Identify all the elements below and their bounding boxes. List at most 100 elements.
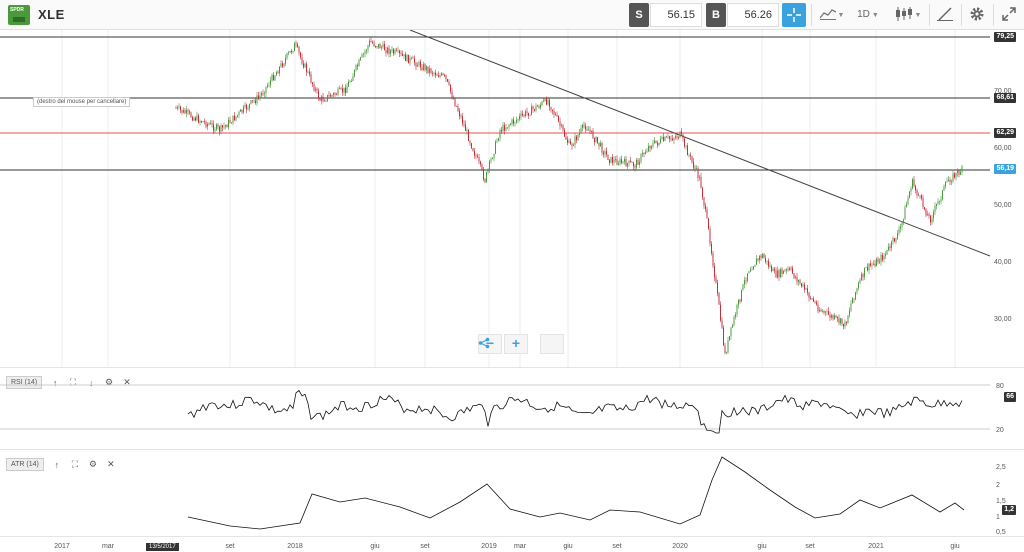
candle-body: [666, 136, 667, 138]
candle-body: [303, 63, 304, 68]
candle-body: [588, 129, 589, 131]
rsi-panel[interactable]: RSI (14) ↑ ⛶ ↓ ⚙ ✕ 80 20 66: [0, 367, 1024, 449]
close-icon[interactable]: ✕: [107, 459, 115, 469]
candle-body: [181, 109, 183, 113]
candle-body: [945, 182, 946, 187]
candle-body: [754, 264, 756, 267]
candle-body: [444, 74, 445, 76]
candle-body: [450, 84, 451, 92]
price-chart[interactable]: 70,00 60,00 50,00 40,00 30,00 (destro del mo…: [0, 30, 1024, 367]
candle-body: [742, 284, 744, 290]
gear-icon[interactable]: ⚙: [105, 377, 114, 387]
candle-body: [330, 95, 331, 97]
candle-body: [241, 109, 243, 113]
delete-hint-tooltip: (destro del mouse per cancellare): [33, 97, 131, 107]
time-axis: 2017 mar set 2018 giu set 2019 mar giu set 2020 giu…: [0, 536, 1024, 552]
price-chart-svg[interactable]: 70,00 60,00 50,00 40,00 30,00: [0, 30, 1024, 367]
rsi-label[interactable]: RSI (14): [6, 376, 43, 389]
candle-body: [562, 124, 564, 131]
move-up-icon[interactable]: ↑: [52, 377, 58, 388]
fullscreen-button[interactable]: [997, 3, 1021, 27]
symbol-name: XLE: [38, 7, 65, 22]
candle-body: [490, 158, 492, 162]
logo-text: SPDR: [10, 7, 24, 13]
trend-line[interactable]: [409, 30, 991, 257]
time-label: set: [225, 543, 234, 550]
candle-body: [483, 169, 484, 180]
candle-body: [256, 95, 258, 104]
candle-body: [225, 125, 226, 127]
candle-body: [924, 206, 925, 209]
settings-button[interactable]: [965, 3, 989, 27]
candle-body: [760, 255, 762, 258]
candle-body: [213, 124, 214, 131]
chart-type-button[interactable]: ▼: [816, 3, 848, 27]
candle-body: [649, 146, 651, 149]
candle-body: [441, 73, 442, 76]
candle-body: [724, 345, 726, 354]
candle-body: [465, 124, 466, 131]
candle-body: [756, 258, 757, 265]
zoom-out-button[interactable]: −: [478, 334, 502, 354]
candle-body: [745, 280, 747, 282]
candle-body: [363, 53, 364, 55]
price-label: 40,00: [994, 259, 1012, 266]
candle-body: [309, 71, 310, 75]
buy-price[interactable]: 56.26: [727, 3, 779, 27]
close-icon[interactable]: ✕: [123, 377, 131, 387]
time-label: set: [805, 543, 814, 550]
candle-body: [300, 52, 301, 58]
candle-body: [408, 54, 409, 64]
zoom-in-button[interactable]: +: [504, 334, 528, 354]
time-axis-svg: 2017 mar set 2018 giu set 2019 mar giu set 2020 giu…: [54, 543, 960, 550]
time-label: 2017: [54, 543, 70, 550]
candlestick-series: [175, 37, 963, 355]
candle-body: [499, 130, 501, 139]
move-down-icon[interactable]: ↓: [88, 377, 94, 388]
candle-body: [265, 86, 267, 94]
candle-body: [222, 125, 223, 128]
candle-body: [912, 179, 913, 189]
move-up-icon[interactable]: ↑: [54, 459, 60, 470]
gear-icon[interactable]: ⚙: [88, 459, 97, 469]
candle-body: [828, 311, 829, 315]
candle-body: [556, 114, 558, 117]
drawing-tools-button[interactable]: [933, 3, 957, 27]
candle-body: [714, 265, 715, 278]
candle-body: [775, 270, 777, 278]
candle-body: [259, 95, 261, 98]
candle-body: [769, 266, 771, 267]
atr-panel[interactable]: ATR (14) ↑ ⛶ ⚙ ✕ 2,5 2 1,5 1 0,5 1,2: [0, 449, 1024, 536]
candle-body: [732, 325, 733, 328]
atr-line: [187, 456, 965, 530]
rsi-axis-80: 80: [996, 383, 1004, 390]
candle-body: [411, 57, 412, 59]
candle-body: [796, 276, 798, 282]
candle-body: [322, 96, 324, 101]
buy-tag[interactable]: B: [706, 3, 726, 27]
candle-body: [519, 116, 520, 120]
candle-body: [193, 117, 195, 121]
price-label: 70,00: [994, 88, 1012, 95]
share-button[interactable]: [478, 334, 564, 354]
chevron-down-icon: ▼: [837, 12, 845, 19]
timeframe-button[interactable]: 1D ▼: [852, 3, 884, 27]
candle-body: [364, 51, 366, 54]
candle-body: [600, 143, 601, 147]
candle-body: [922, 198, 924, 207]
time-label: 2019: [481, 543, 497, 550]
atr-label[interactable]: ATR (14): [6, 458, 44, 471]
candle-type-button[interactable]: ▼: [890, 3, 926, 27]
candle-body: [547, 99, 549, 105]
candle-body: [685, 145, 687, 147]
candle-body: [360, 57, 361, 60]
maximize-icon[interactable]: ⛶: [69, 377, 77, 387]
maximize-icon[interactable]: ⛶: [71, 459, 79, 469]
candle-body: [370, 41, 372, 43]
crosshair-button[interactable]: [782, 3, 806, 27]
time-label: giu: [563, 543, 572, 550]
sell-tag[interactable]: S: [629, 3, 649, 27]
candle-body: [226, 125, 228, 128]
sell-price[interactable]: 56.15: [650, 3, 702, 27]
candle-body: [358, 59, 360, 67]
